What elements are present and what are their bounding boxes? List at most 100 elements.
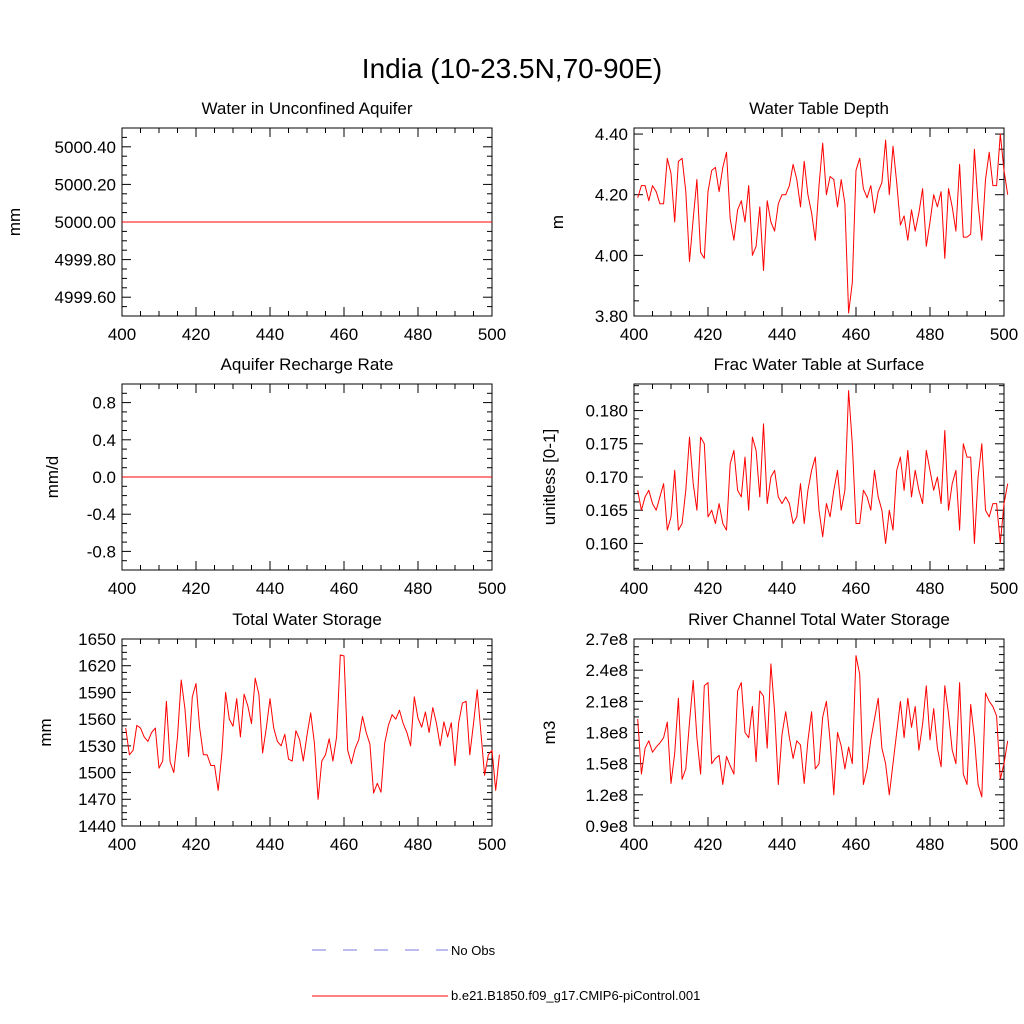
x-tick-label: 440 — [256, 835, 284, 854]
panel-title: Total Water Storage — [232, 610, 382, 629]
x-tick-label: 460 — [330, 835, 358, 854]
y-axis-label: mm — [36, 718, 55, 746]
x-tick-label: 460 — [330, 325, 358, 344]
figure-title: India (10-23.5N,70-90E) — [362, 53, 662, 84]
panel-title: River Channel Total Water Storage — [688, 610, 950, 629]
x-tick-label: 500 — [478, 325, 506, 344]
x-tick-label: 420 — [694, 835, 722, 854]
y-axis-label: mm/d — [43, 456, 62, 499]
y-tick-label: 1440 — [78, 817, 116, 836]
x-tick-label: 420 — [182, 835, 210, 854]
y-tick-label: 0.180 — [585, 402, 628, 421]
x-tick-label: 400 — [620, 835, 648, 854]
y-tick-label: 5000.40 — [55, 138, 116, 157]
panel-total-water-storage: Total Water Storage mm 400 420 440 460 480 500 1… — [36, 610, 506, 854]
y-tick-label: 4999.80 — [55, 251, 116, 270]
x-tick-label: 500 — [478, 579, 506, 598]
x-tick-label: 420 — [694, 325, 722, 344]
x-tick-label: 440 — [256, 579, 284, 598]
y-tick-label: 0.175 — [585, 435, 628, 454]
y-tick-label: -0.8 — [87, 542, 116, 561]
panel-title: Frac Water Table at Surface — [714, 355, 925, 374]
x-tick-label: 480 — [404, 325, 432, 344]
y-tick-label: 0.9e8 — [585, 817, 628, 836]
y-tick-label: 0.160 — [585, 534, 628, 553]
y-tick-label: 4.40 — [595, 125, 628, 144]
x-tick-label: 420 — [182, 325, 210, 344]
x-tick-label: 400 — [620, 325, 648, 344]
x-tick-label: 440 — [256, 325, 284, 344]
y-tick-label: 4999.60 — [55, 288, 116, 307]
y-tick-label: 1470 — [78, 790, 116, 809]
plot-frame — [633, 383, 1005, 571]
x-tick-label: 480 — [404, 579, 432, 598]
x-tick-label: 440 — [768, 579, 796, 598]
panel-title: Water Table Depth — [749, 99, 889, 118]
x-tick-label: 500 — [990, 325, 1018, 344]
x-tick-label: 400 — [108, 835, 136, 854]
panel-river-channel-total-water-storage: River Channel Total Water Storage m3 400 42… — [540, 610, 1018, 854]
x-tick-label: 440 — [768, 325, 796, 344]
y-tick-label: 2.1e8 — [585, 692, 628, 711]
panel-title: Water in Unconfined Aquifer — [201, 99, 412, 118]
y-tick-label: 1.8e8 — [585, 723, 628, 742]
x-tick-label: 480 — [916, 579, 944, 598]
y-tick-label: 1.2e8 — [585, 786, 628, 805]
series-line — [637, 133, 1009, 314]
plot-frame — [633, 638, 1005, 827]
y-tick-label: 0.0 — [92, 468, 116, 487]
x-tick-label: 480 — [916, 325, 944, 344]
y-tick-label: 5000.00 — [55, 213, 116, 232]
panel-frac-water-table-at-surface: Frac Water Table at Surface unitless [0-1… — [540, 355, 1018, 598]
x-tick-label: 500 — [990, 835, 1018, 854]
y-tick-label: 4.20 — [595, 186, 628, 205]
legend-obs-label: No Obs — [451, 943, 496, 958]
legend: No Obs b.e21.B1850.f09_g17.CMIP6-piContr… — [312, 943, 700, 1003]
x-tick-label: 400 — [108, 579, 136, 598]
y-tick-label: 0.4 — [92, 431, 116, 450]
x-tick-label: 480 — [404, 835, 432, 854]
x-tick-label: 460 — [842, 835, 870, 854]
y-tick-label: 0.165 — [585, 501, 628, 520]
y-tick-label: 1620 — [78, 657, 116, 676]
legend-model-label: b.e21.B1850.f09_g17.CMIP6-piControl.001 — [451, 988, 700, 1003]
y-tick-label: 1.5e8 — [585, 755, 628, 774]
x-tick-label: 400 — [108, 325, 136, 344]
panel-title: Aquifer Recharge Rate — [221, 355, 394, 374]
y-tick-label: 1650 — [78, 630, 116, 649]
y-tick-label: 5000.20 — [55, 175, 116, 194]
plot-frame — [633, 127, 1005, 317]
y-tick-label: 3.80 — [595, 307, 628, 326]
panel-water-in-unconfined-aquifer: Water in Unconfined Aquifer mm 400 420 440 46… — [5, 99, 506, 344]
x-tick-label: 460 — [330, 579, 358, 598]
x-tick-label: 420 — [694, 579, 722, 598]
x-tick-label: 400 — [620, 579, 648, 598]
x-tick-label: 460 — [842, 325, 870, 344]
y-tick-label: 2.7e8 — [585, 630, 628, 649]
x-tick-label: 420 — [182, 579, 210, 598]
x-tick-label: 460 — [842, 579, 870, 598]
x-tick-label: 440 — [768, 835, 796, 854]
y-tick-label: 0.8 — [92, 394, 116, 413]
y-axis-label: m — [548, 215, 567, 229]
y-tick-label: 0.170 — [585, 468, 628, 487]
y-axis-label: m3 — [540, 721, 559, 745]
y-tick-label: 4.00 — [595, 246, 628, 265]
y-tick-label: -0.4 — [87, 505, 116, 524]
series-line — [637, 390, 1009, 544]
y-tick-label: 1530 — [78, 737, 116, 756]
series-line — [637, 655, 1009, 798]
y-axis-label: unitless [0-1] — [540, 429, 559, 525]
y-tick-label: 1560 — [78, 710, 116, 729]
y-axis-label: mm — [5, 208, 24, 236]
series-line — [125, 654, 500, 800]
panel-aquifer-recharge-rate: Aquifer Recharge Rate mm/d 400 420 440 460 480… — [43, 355, 506, 598]
x-tick-label: 500 — [990, 579, 1018, 598]
x-tick-label: 500 — [478, 835, 506, 854]
x-tick-label: 480 — [916, 835, 944, 854]
panel-water-table-depth: Water Table Depth m 400 420 440 460 480 500 3.80… — [548, 99, 1018, 344]
y-tick-label: 2.4e8 — [585, 661, 628, 680]
y-tick-label: 1500 — [78, 764, 116, 783]
y-tick-label: 1590 — [78, 683, 116, 702]
